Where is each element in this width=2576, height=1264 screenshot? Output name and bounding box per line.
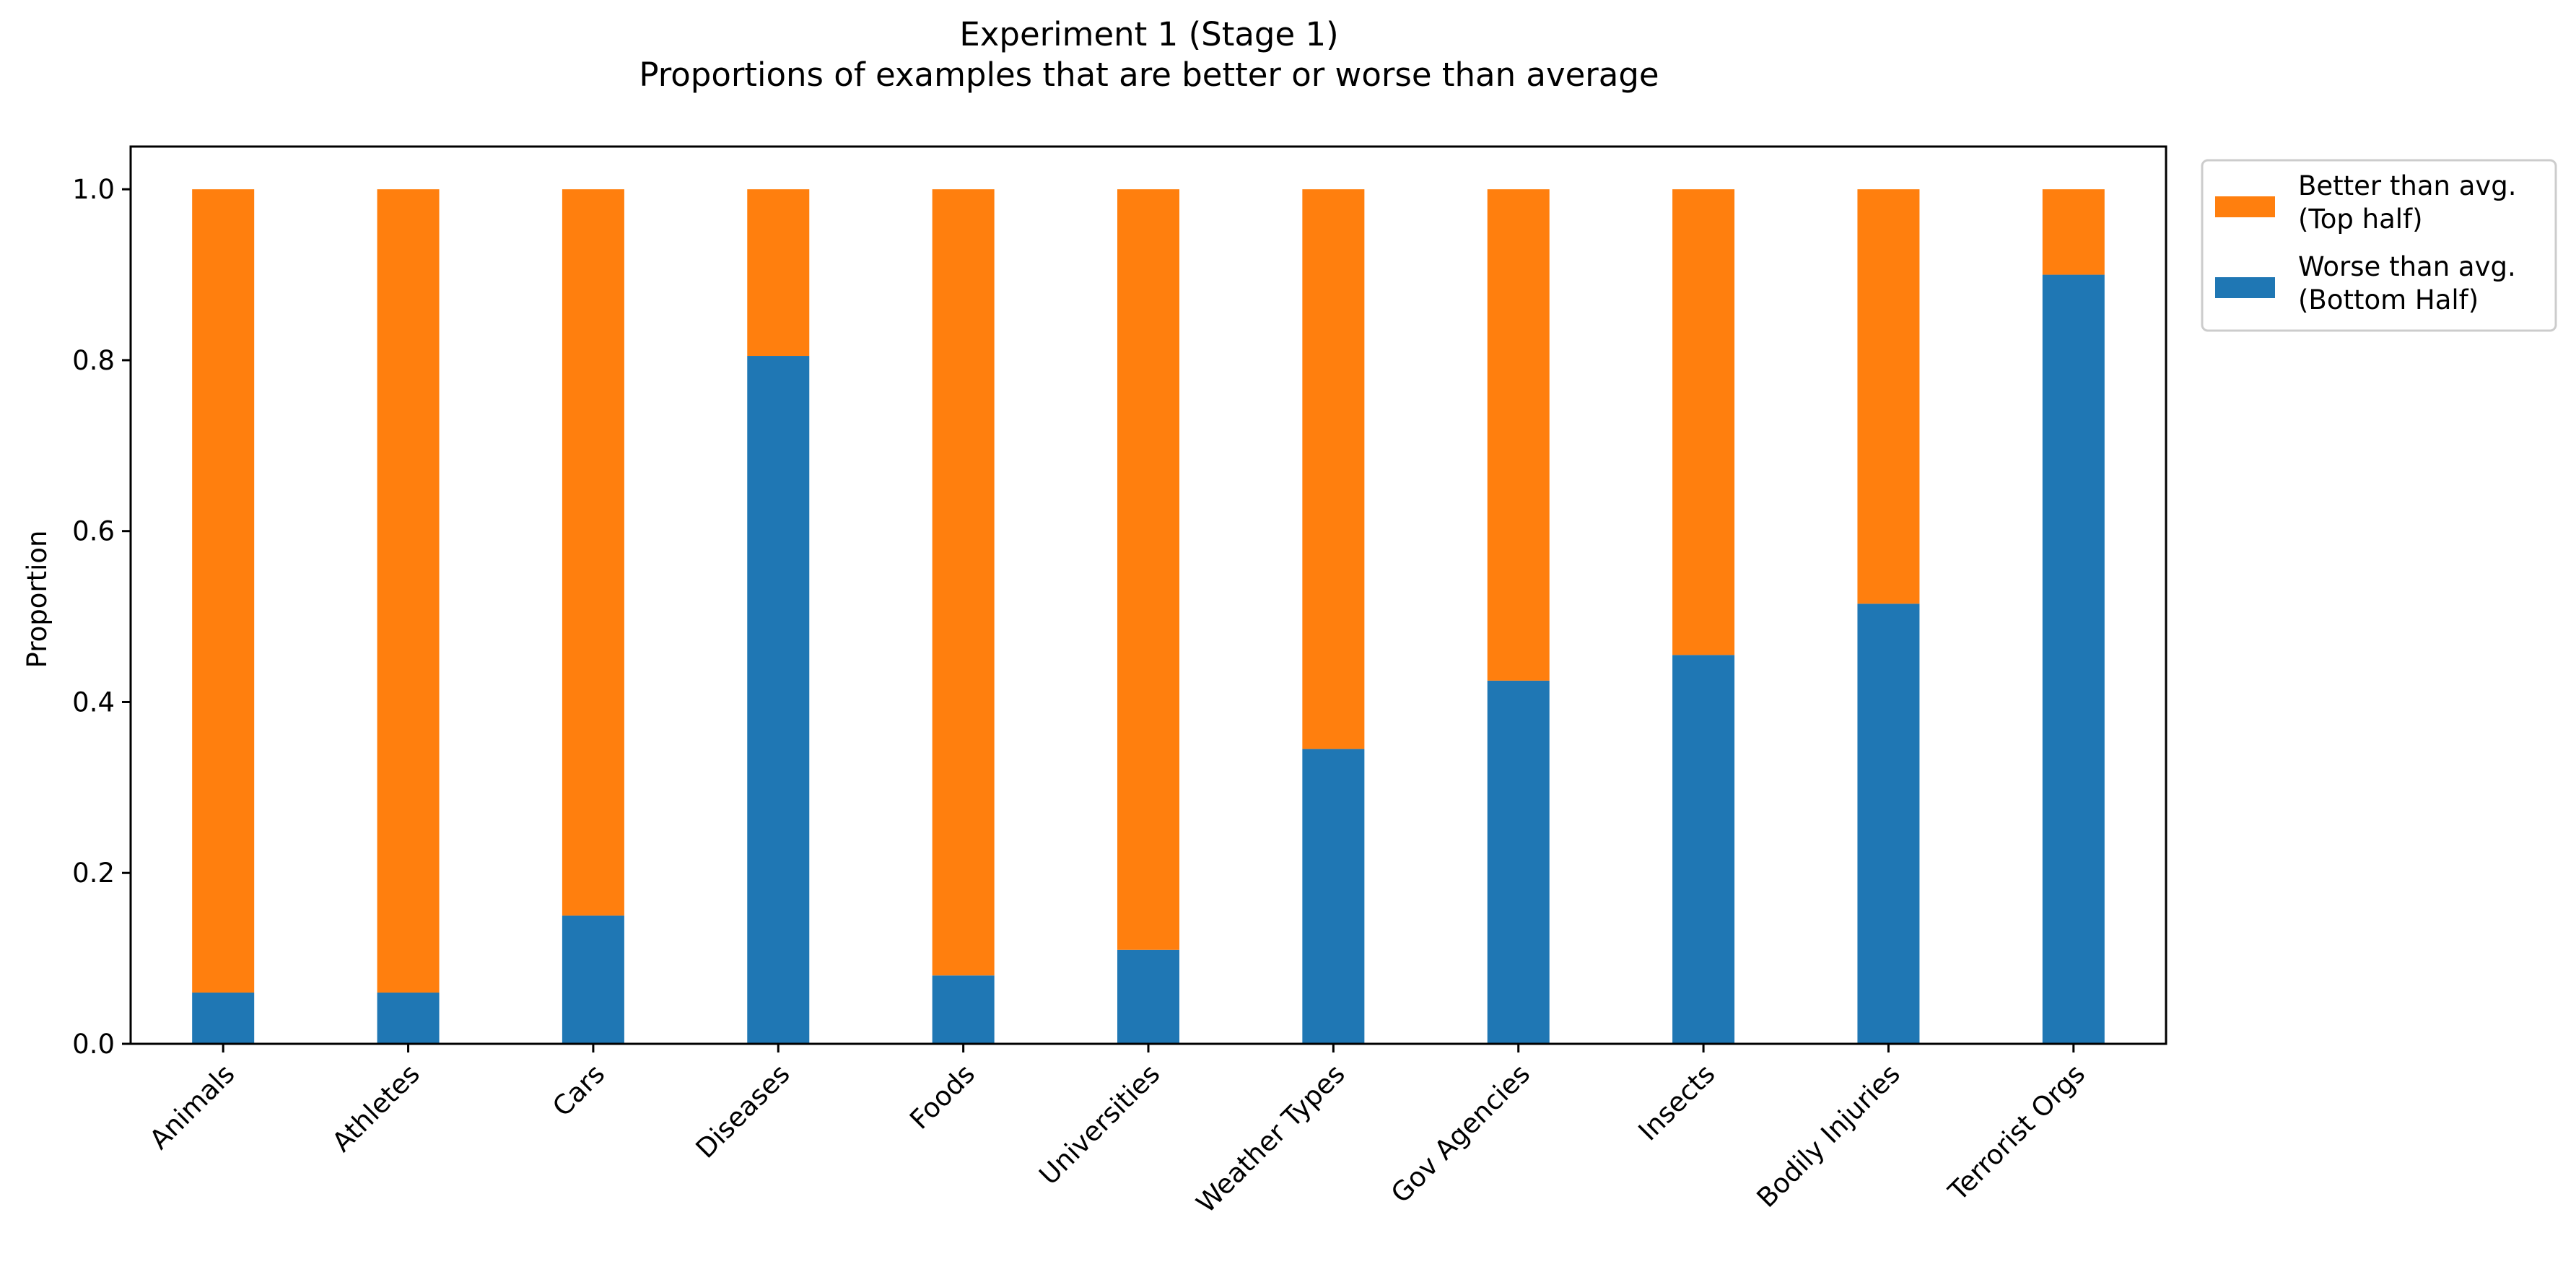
legend-frame: [2201, 159, 2557, 332]
x-tick-label: Weather Types: [1190, 1058, 1351, 1219]
bar-better-weather-types: [1302, 189, 1365, 749]
bar-better-foods: [932, 189, 995, 976]
bar-worse-animals: [192, 992, 255, 1044]
x-axis: Animals Athletes Cars Diseases Foods Universi…: [144, 1044, 2091, 1219]
x-tick-label: Gov Agencies: [1385, 1058, 1536, 1209]
chart-subtitle: Proportions of examples that are better …: [639, 56, 1659, 94]
bar-worse-insects: [1672, 655, 1735, 1044]
bar-worse-athletes: [377, 992, 440, 1044]
x-tick-label: Diseases: [690, 1058, 796, 1164]
bar-worse-weather-types: [1302, 749, 1365, 1044]
x-tick-label: Terrorist Orgs: [1942, 1058, 2092, 1208]
x-tick-label: Universities: [1033, 1058, 1166, 1191]
x-tick-label: Foods: [904, 1058, 981, 1136]
bar-better-terrorist-orgs: [2042, 189, 2105, 275]
y-axis: 0.0 0.2 0.4 0.6 0.8 1.0: [72, 174, 131, 1060]
bar-better-gov-agencies: [1487, 189, 1550, 681]
legend: Better than avg.(Top half) Worse than avg…: [2201, 159, 2557, 332]
legend-swatch: [2215, 277, 2275, 298]
bar-worse-terrorist-orgs: [2042, 274, 2105, 1044]
bar-better-insects: [1672, 189, 1735, 655]
bar-worse-gov-agencies: [1487, 680, 1550, 1044]
y-axis-label: Proportion: [22, 531, 53, 668]
bar-worse-cars: [562, 915, 624, 1044]
bar-better-athletes: [377, 189, 440, 993]
bar-better-diseases: [747, 189, 810, 357]
bar-better-cars: [562, 189, 624, 916]
y-tick-label: 0.0: [72, 1029, 115, 1060]
bar-worse-diseases: [747, 356, 810, 1044]
x-tick-label: Athletes: [326, 1058, 426, 1158]
bar-worse-universities: [1117, 949, 1179, 1044]
y-tick-label: 0.2: [72, 858, 115, 889]
x-tick-label: Animals: [144, 1058, 241, 1156]
legend-swatch: [2215, 196, 2275, 217]
bar-worse-foods: [932, 975, 995, 1044]
bar-better-universities: [1117, 189, 1179, 950]
y-tick-label: 0.6: [72, 516, 115, 547]
bar-worse-bodily-injuries: [1857, 603, 1920, 1044]
x-tick-label: Insects: [1633, 1058, 1721, 1147]
legend-label: Worse than avg.: [2298, 251, 2516, 282]
y-tick-label: 0.8: [72, 345, 115, 376]
bar-better-animals: [192, 189, 255, 993]
chart-title: Experiment 1 (Stage 1): [959, 15, 1338, 53]
legend-label: Better than avg.: [2298, 170, 2517, 201]
legend-label: (Top half): [2298, 204, 2423, 235]
y-tick-label: 1.0: [72, 174, 115, 205]
y-tick-label: 0.4: [72, 687, 115, 718]
legend-label: (Bottom Half): [2298, 284, 2479, 315]
x-tick-label: Cars: [546, 1058, 611, 1123]
x-tick-label: Bodily Injuries: [1751, 1058, 1906, 1213]
bars-group: [192, 189, 2105, 1044]
bar-better-bodily-injuries: [1857, 189, 1920, 604]
